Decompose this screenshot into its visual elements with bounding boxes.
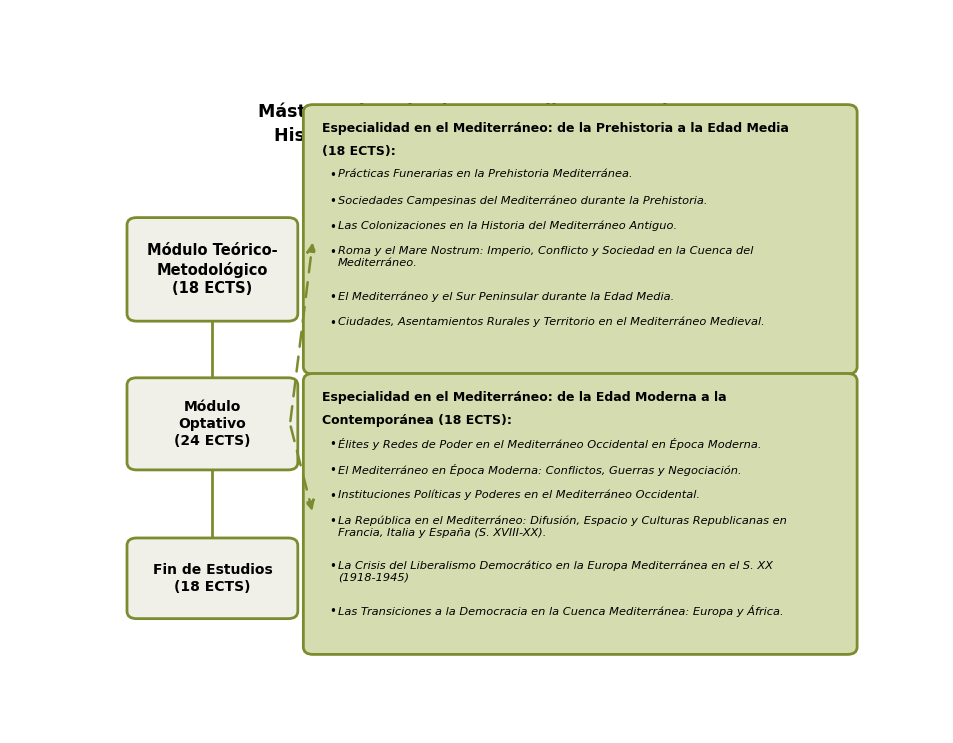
Text: •: •: [329, 291, 335, 304]
Text: Fin de Estudios
(18 ECTS): Fin de Estudios (18 ECTS): [152, 562, 272, 594]
Text: Élites y Redes de Poder en el Mediterráneo Occidental en Época Moderna.: Élites y Redes de Poder en el Mediterrán…: [337, 438, 760, 450]
Text: •: •: [329, 247, 335, 259]
Text: •: •: [329, 516, 335, 528]
Text: •: •: [329, 464, 335, 477]
FancyBboxPatch shape: [127, 538, 297, 619]
Text: Las Transiciones a la Democracia en la Cuenca Mediterránea: Europa y África.: Las Transiciones a la Democracia en la C…: [337, 605, 783, 617]
Text: Prácticas Funerarias en la Prehistoria Mediterránea.: Prácticas Funerarias en la Prehistoria M…: [337, 169, 632, 179]
FancyBboxPatch shape: [303, 374, 856, 655]
Text: •: •: [329, 169, 335, 182]
Text: Contemporánea (18 ECTS):: Contemporánea (18 ECTS):: [321, 414, 511, 427]
Text: •: •: [329, 317, 335, 330]
Text: El Mediterráneo y el Sur Peninsular durante la Edad Media.: El Mediterráneo y el Sur Peninsular dura…: [337, 291, 674, 302]
Text: Sociedades Campesinas del Mediterráneo durante la Prehistoria.: Sociedades Campesinas del Mediterráneo d…: [337, 195, 707, 206]
Text: Módulo Teórico-
Metodológico
(18 ECTS): Módulo Teórico- Metodológico (18 ECTS): [147, 243, 277, 296]
Text: Roma y el Mare Nostrum: Imperio, Conflicto y Sociedad en la Cuenca del
Mediterrá: Roma y el Mare Nostrum: Imperio, Conflic…: [337, 247, 753, 268]
Text: Instituciones Políticas y Poderes en el Mediterráneo Occidental.: Instituciones Políticas y Poderes en el …: [337, 490, 700, 500]
Text: La República en el Mediterráneo: Difusión, Espacio y Culturas Republicanas en
Fr: La República en el Mediterráneo: Difusió…: [337, 516, 786, 538]
Text: •: •: [329, 605, 335, 617]
Text: El Mediterráneo en Época Moderna: Conflictos, Guerras y Negociación.: El Mediterráneo en Época Moderna: Confli…: [337, 464, 740, 476]
FancyBboxPatch shape: [303, 105, 856, 374]
Text: (18 ECTS):: (18 ECTS):: [321, 145, 395, 158]
Text: •: •: [329, 221, 335, 234]
Text: Especialidad en el Mediterráneo: de la Edad Moderna a la: Especialidad en el Mediterráneo: de la E…: [321, 392, 725, 404]
Text: •: •: [329, 438, 335, 451]
Text: •: •: [329, 490, 335, 502]
Text: Especialidad en el Mediterráneo: de la Prehistoria a la Edad Media: Especialidad en el Mediterráneo: de la P…: [321, 123, 788, 135]
Text: La Crisis del Liberalismo Democrático en la Europa Mediterránea en el S. XX
(191: La Crisis del Liberalismo Democrático en…: [337, 560, 772, 583]
Text: •: •: [329, 195, 335, 208]
Text: •: •: [329, 560, 335, 573]
FancyBboxPatch shape: [127, 218, 297, 321]
Text: Las Colonizaciones en la Historia del Mediterráneo Antiguo.: Las Colonizaciones en la Historia del Me…: [337, 221, 677, 231]
Text: Ciudades, Asentamientos Rurales y Territorio en el Mediterráneo Medieval.: Ciudades, Asentamientos Rurales y Territ…: [337, 317, 764, 328]
Text: Máster Universitario en Estudios Avanzados en
Historia: el Mundo Mediterráneo Oc: Máster Universitario en Estudios Avanzad…: [257, 103, 720, 169]
Text: Módulo
Optativo
(24 ECTS): Módulo Optativo (24 ECTS): [174, 400, 251, 448]
FancyBboxPatch shape: [127, 377, 297, 470]
